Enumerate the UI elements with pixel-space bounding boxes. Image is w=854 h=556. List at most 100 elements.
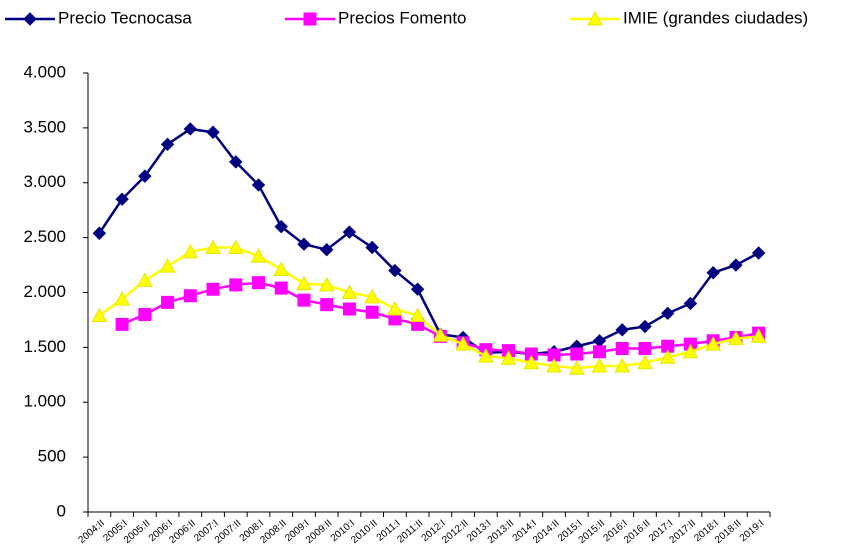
data-point bbox=[159, 258, 176, 273]
data-point bbox=[388, 263, 402, 278]
data-point bbox=[592, 334, 607, 348]
y-tick-label: 4.000 bbox=[23, 62, 66, 81]
series-line bbox=[98, 246, 759, 370]
data-point bbox=[615, 341, 629, 355]
x-tick-label: 2014:II bbox=[531, 518, 562, 546]
data-point bbox=[138, 169, 152, 183]
y-tick-label: 3.000 bbox=[23, 172, 66, 191]
x-tick-label: 2018:II bbox=[713, 518, 744, 546]
data-point bbox=[161, 295, 175, 309]
x-tick-label: 2005:II bbox=[122, 518, 153, 546]
y-tick-label: 2.500 bbox=[23, 227, 66, 246]
data-point bbox=[91, 307, 108, 323]
data-point bbox=[320, 298, 334, 312]
legend-marker bbox=[23, 12, 37, 26]
data-point bbox=[500, 350, 517, 365]
data-point bbox=[115, 317, 129, 331]
data-point bbox=[92, 226, 107, 240]
data-point bbox=[296, 275, 312, 291]
data-point bbox=[183, 122, 198, 136]
x-tick-label: 2004:II bbox=[76, 518, 107, 546]
data-point bbox=[365, 305, 379, 319]
data-point bbox=[252, 276, 265, 290]
data-point bbox=[273, 261, 290, 276]
data-point bbox=[251, 178, 266, 192]
data-point bbox=[387, 300, 403, 316]
series-line bbox=[98, 127, 760, 356]
data-point bbox=[136, 272, 153, 287]
data-point bbox=[638, 341, 652, 355]
data-point bbox=[229, 278, 243, 292]
data-point bbox=[274, 281, 288, 295]
data-point bbox=[409, 307, 426, 323]
data-point bbox=[523, 354, 540, 370]
data-point bbox=[751, 246, 766, 260]
data-point bbox=[705, 336, 722, 351]
legend-label: Precios Fomento bbox=[338, 8, 467, 27]
data-point bbox=[297, 237, 311, 251]
data-point bbox=[729, 258, 743, 272]
data-point bbox=[591, 357, 608, 373]
data-point bbox=[206, 282, 220, 296]
data-point bbox=[477, 348, 494, 363]
data-point bbox=[342, 225, 357, 239]
x-tick-label: 2010:II bbox=[349, 518, 380, 546]
data-point bbox=[683, 296, 698, 311]
data-point bbox=[341, 284, 358, 299]
x-tick-label: 2012:II bbox=[440, 518, 471, 546]
data-point bbox=[615, 323, 629, 337]
x-tick-label: 2013:II bbox=[486, 518, 517, 546]
data-point bbox=[432, 327, 449, 342]
data-point bbox=[318, 276, 335, 292]
x-tick-label: 2008:II bbox=[258, 518, 289, 546]
data-point bbox=[114, 291, 130, 306]
data-point bbox=[364, 288, 381, 304]
data-point bbox=[297, 293, 311, 307]
x-tick-label: 2019:I bbox=[738, 518, 766, 544]
x-tick-label: 2009:II bbox=[304, 518, 335, 546]
x-tick-label: 2011:II bbox=[395, 518, 425, 546]
data-point bbox=[546, 357, 562, 373]
data-point bbox=[614, 357, 631, 373]
y-tick-label: 3.500 bbox=[23, 117, 66, 136]
data-point bbox=[660, 306, 675, 321]
data-point bbox=[706, 266, 720, 280]
x-tick-label: 2016:II bbox=[622, 518, 653, 546]
data-point bbox=[342, 302, 356, 316]
data-point bbox=[455, 336, 471, 351]
x-tick-label: 2015:II bbox=[577, 518, 608, 546]
x-tick-label: 2017:II bbox=[668, 518, 699, 546]
data-point bbox=[160, 137, 175, 152]
data-point bbox=[138, 307, 152, 321]
legend-label: IMIE (grandes ciudades) bbox=[623, 8, 808, 27]
y-tick-label: 1.500 bbox=[23, 337, 66, 356]
data-point bbox=[682, 343, 699, 359]
y-tick-label: 0 bbox=[57, 501, 66, 520]
data-point bbox=[183, 289, 197, 303]
data-point bbox=[250, 248, 267, 263]
x-tick-label: 2007:II bbox=[213, 518, 244, 546]
data-point bbox=[593, 345, 606, 359]
data-point bbox=[182, 243, 199, 259]
data-point bbox=[659, 349, 676, 364]
y-tick-label: 2.000 bbox=[23, 282, 66, 301]
legend-marker bbox=[587, 10, 603, 26]
data-point bbox=[206, 125, 220, 139]
x-tick-label: 2006:II bbox=[167, 518, 198, 546]
data-point bbox=[205, 239, 221, 255]
data-point bbox=[750, 328, 767, 343]
y-tick-label: 1.000 bbox=[23, 392, 66, 411]
data-point bbox=[728, 330, 744, 346]
legend-label: Precio Tecnocasa bbox=[58, 8, 192, 27]
data-point bbox=[319, 242, 334, 257]
data-point bbox=[524, 347, 538, 361]
data-point bbox=[570, 347, 584, 361]
data-point bbox=[637, 354, 653, 370]
data-point bbox=[229, 155, 243, 169]
data-point bbox=[365, 240, 379, 255]
data-point bbox=[547, 348, 561, 362]
data-point bbox=[115, 192, 129, 206]
data-point bbox=[274, 219, 288, 234]
data-point bbox=[568, 360, 585, 375]
